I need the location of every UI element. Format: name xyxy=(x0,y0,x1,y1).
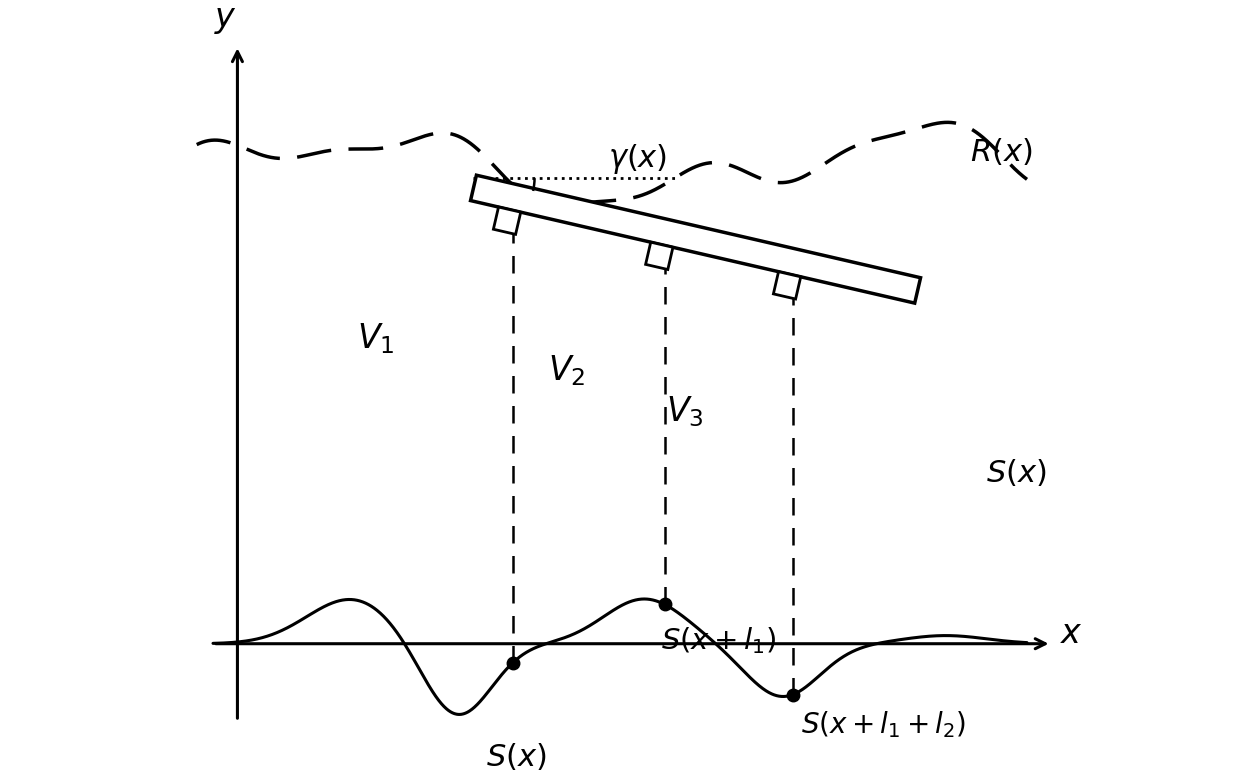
Text: $R(x)$: $R(x)$ xyxy=(970,136,1033,167)
Text: $V_2$: $V_2$ xyxy=(548,354,585,388)
Text: $x$: $x$ xyxy=(1059,617,1083,650)
Text: $V_1$: $V_1$ xyxy=(357,321,394,356)
Polygon shape xyxy=(494,207,521,234)
Text: $y$: $y$ xyxy=(213,2,237,36)
Polygon shape xyxy=(646,242,673,269)
Text: $\gamma(x)$: $\gamma(x)$ xyxy=(608,142,667,177)
Text: $V_3$: $V_3$ xyxy=(666,394,704,429)
Text: $S(x)$: $S(x)$ xyxy=(486,741,547,772)
Polygon shape xyxy=(774,272,801,299)
Text: $S(x+l_1+l_2)$: $S(x+l_1+l_2)$ xyxy=(801,709,966,740)
Text: $S(x+l_1)$: $S(x+l_1)$ xyxy=(661,625,776,655)
Text: $S(x)$: $S(x)$ xyxy=(986,458,1047,488)
Polygon shape xyxy=(470,175,920,303)
